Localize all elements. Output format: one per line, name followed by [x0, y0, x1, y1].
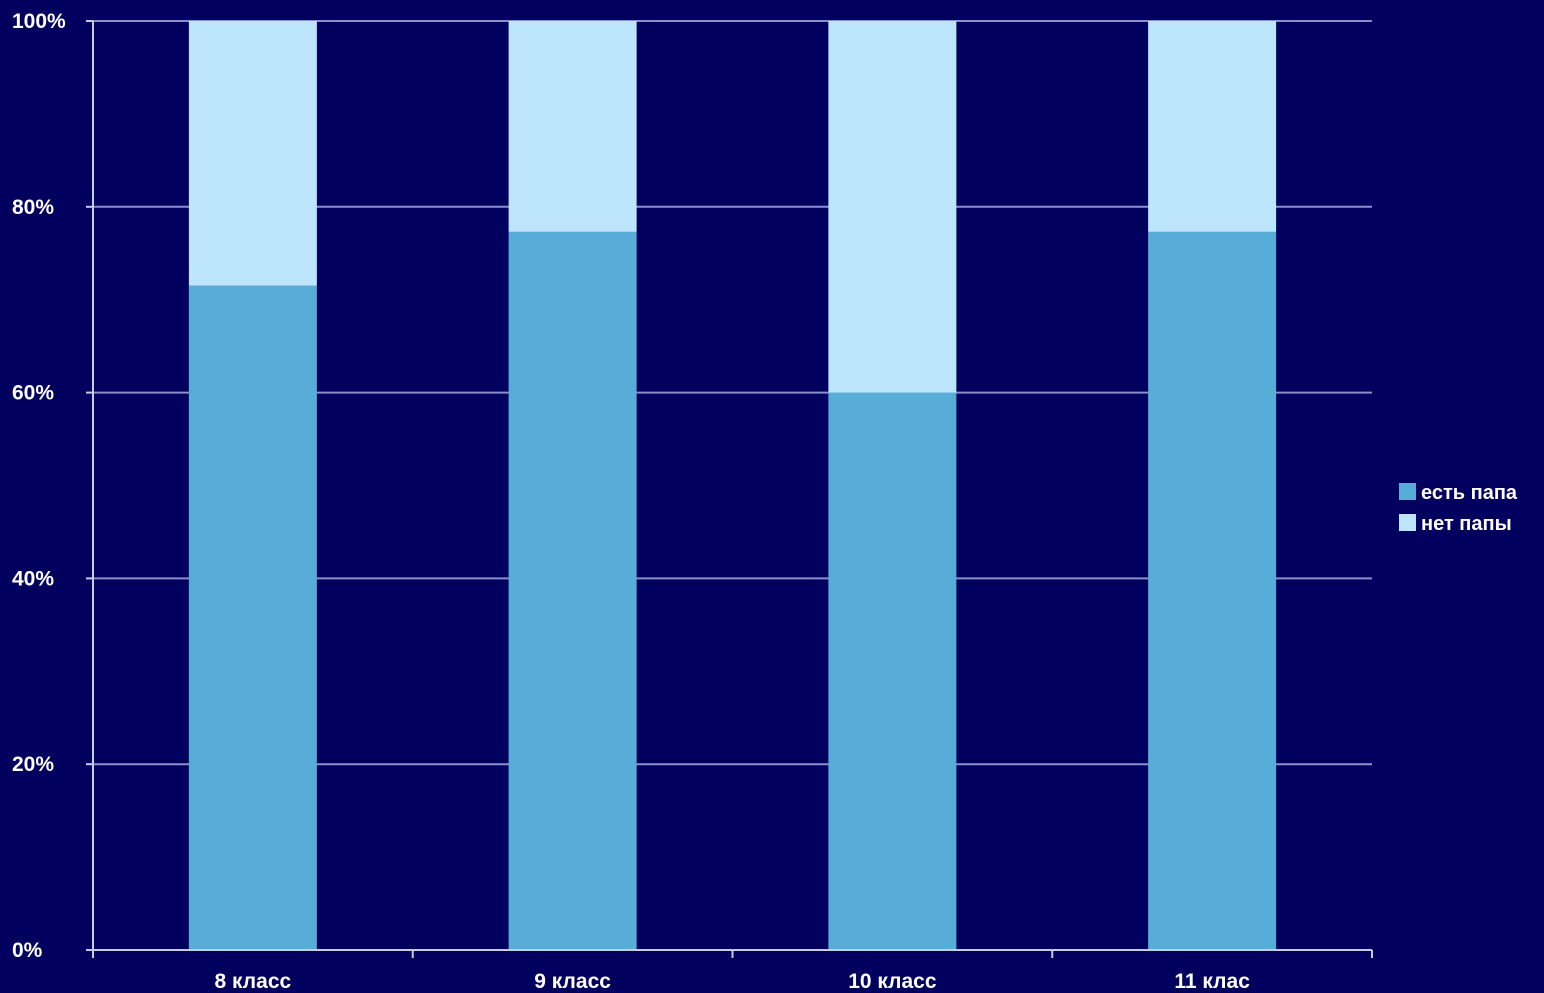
y-tick-label: 40%	[12, 567, 54, 590]
x-category-labels: 8 класс 9 класс 10 класс 11 клас	[215, 970, 1251, 993]
legend-label: есть папа	[1421, 482, 1518, 504]
y-tick-labels: 0% 20% 40% 60% 80% 100%	[12, 10, 66, 962]
y-tick-label: 80%	[12, 196, 54, 219]
x-category-label: 9 класс	[534, 970, 611, 993]
x-category-label: 10 класс	[848, 970, 937, 993]
y-tick-label: 60%	[12, 382, 54, 405]
bars	[188, 21, 1277, 951]
bar-est-papa	[188, 285, 317, 950]
x-category-label: 8 класс	[215, 970, 292, 993]
legend-label: нет папы	[1421, 513, 1512, 535]
bar-est-papa	[828, 392, 957, 951]
x-category-label: 11 клас	[1174, 970, 1250, 993]
bar-net-papy	[1148, 21, 1277, 232]
y-tick-label: 0%	[12, 939, 43, 962]
legend: есть папа нет папы	[1399, 482, 1518, 535]
bar-net-papy	[188, 21, 317, 286]
legend-swatch	[1399, 514, 1416, 531]
bar-net-papy	[828, 21, 957, 393]
bar-net-papy	[508, 21, 637, 232]
bar-est-papa	[1148, 231, 1277, 950]
bar-est-papa	[508, 231, 637, 950]
axes	[86, 20, 1373, 958]
y-tick-label: 100%	[12, 10, 66, 33]
y-tick-label: 20%	[12, 753, 54, 776]
legend-swatch	[1399, 483, 1416, 500]
